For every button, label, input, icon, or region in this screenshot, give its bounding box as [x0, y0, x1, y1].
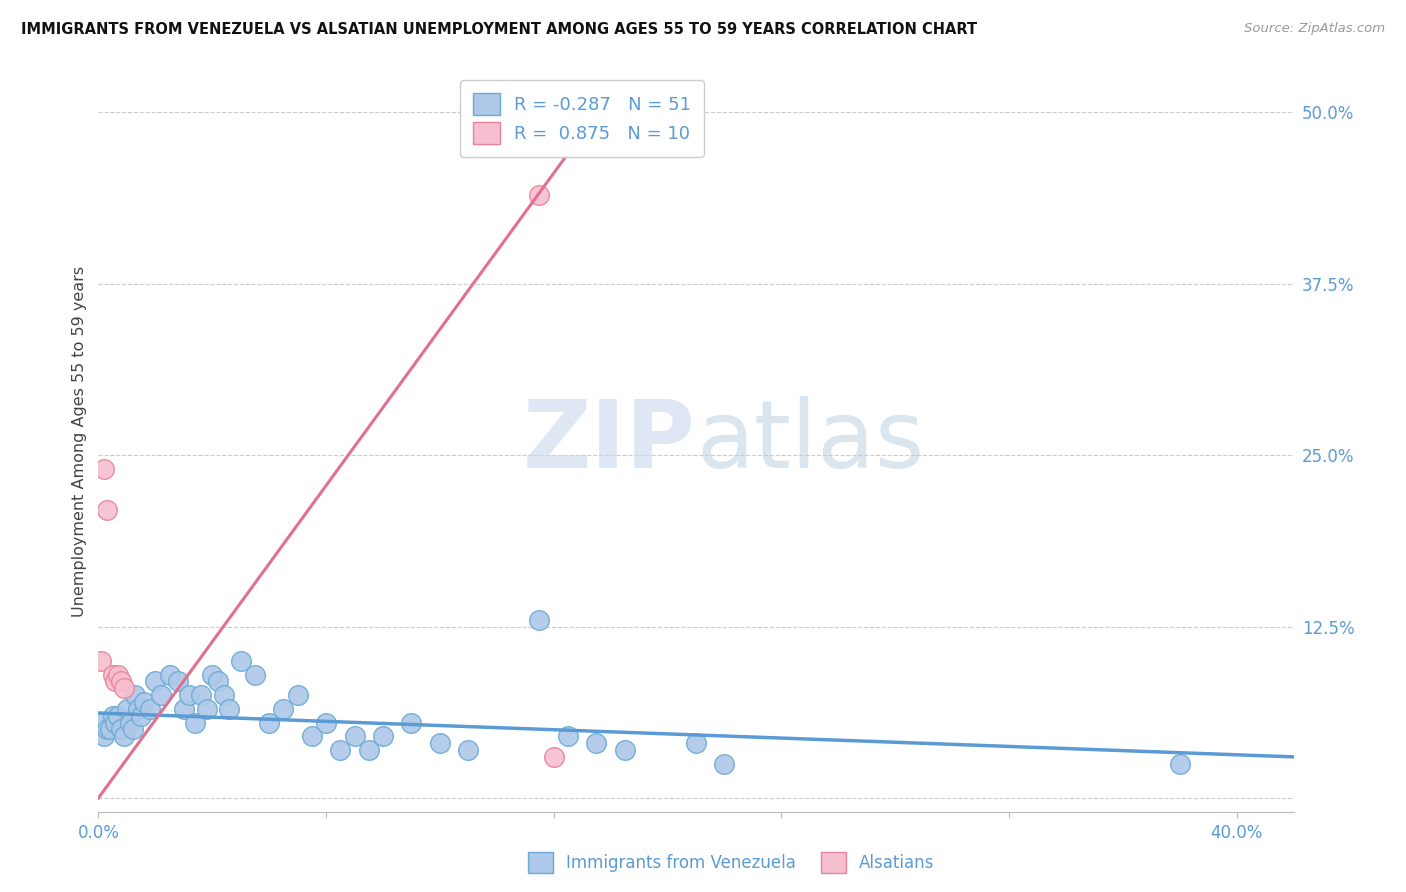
- Point: [207, 674, 229, 689]
- Point: [195, 702, 218, 716]
- Point: [429, 736, 451, 750]
- Point: [101, 667, 124, 681]
- Point: [101, 708, 124, 723]
- Point: [90, 715, 112, 730]
- Point: [159, 667, 181, 681]
- Point: [212, 688, 235, 702]
- Point: [132, 695, 155, 709]
- Point: [184, 715, 207, 730]
- Legend: R = -0.287   N = 51, R =  0.875   N = 10: R = -0.287 N = 51, R = 0.875 N = 10: [460, 80, 704, 157]
- Point: [129, 708, 152, 723]
- Point: [173, 702, 195, 716]
- Y-axis label: Unemployment Among Ages 55 to 59 years: Unemployment Among Ages 55 to 59 years: [72, 266, 87, 617]
- Point: [529, 187, 551, 202]
- Point: [107, 667, 129, 681]
- Point: [112, 681, 135, 696]
- Point: [93, 462, 115, 476]
- Point: [713, 756, 735, 771]
- Point: [93, 729, 115, 743]
- Point: [229, 654, 252, 668]
- Point: [401, 715, 423, 730]
- Point: [371, 729, 394, 743]
- Text: Source: ZipAtlas.com: Source: ZipAtlas.com: [1244, 22, 1385, 36]
- Point: [150, 688, 173, 702]
- Point: [179, 688, 201, 702]
- Point: [190, 688, 212, 702]
- Point: [243, 667, 266, 681]
- Point: [98, 723, 121, 737]
- Point: [529, 613, 551, 627]
- Point: [685, 736, 707, 750]
- Point: [273, 702, 295, 716]
- Point: [107, 708, 129, 723]
- Point: [124, 688, 146, 702]
- Point: [143, 674, 166, 689]
- Point: [585, 736, 607, 750]
- Point: [315, 715, 337, 730]
- Point: [287, 688, 309, 702]
- Point: [301, 729, 323, 743]
- Text: atlas: atlas: [696, 395, 924, 488]
- Point: [96, 503, 118, 517]
- Point: [112, 729, 135, 743]
- Point: [90, 654, 112, 668]
- Point: [110, 674, 132, 689]
- Text: ZIP: ZIP: [523, 395, 696, 488]
- Point: [1168, 756, 1191, 771]
- Point: [167, 674, 190, 689]
- Point: [121, 723, 143, 737]
- Point: [457, 743, 479, 757]
- Point: [201, 667, 224, 681]
- Point: [557, 729, 579, 743]
- Point: [543, 750, 565, 764]
- Point: [104, 715, 127, 730]
- Point: [115, 702, 138, 716]
- Point: [96, 723, 118, 737]
- Point: [357, 743, 380, 757]
- Point: [257, 715, 280, 730]
- Text: IMMIGRANTS FROM VENEZUELA VS ALSATIAN UNEMPLOYMENT AMONG AGES 55 TO 59 YEARS COR: IMMIGRANTS FROM VENEZUELA VS ALSATIAN UN…: [21, 22, 977, 37]
- Point: [110, 723, 132, 737]
- Legend: Immigrants from Venezuela, Alsatians: Immigrants from Venezuela, Alsatians: [522, 846, 941, 880]
- Point: [329, 743, 352, 757]
- Point: [218, 702, 240, 716]
- Point: [104, 674, 127, 689]
- Point: [118, 715, 141, 730]
- Point: [613, 743, 636, 757]
- Point: [127, 702, 149, 716]
- Point: [343, 729, 366, 743]
- Point: [138, 702, 160, 716]
